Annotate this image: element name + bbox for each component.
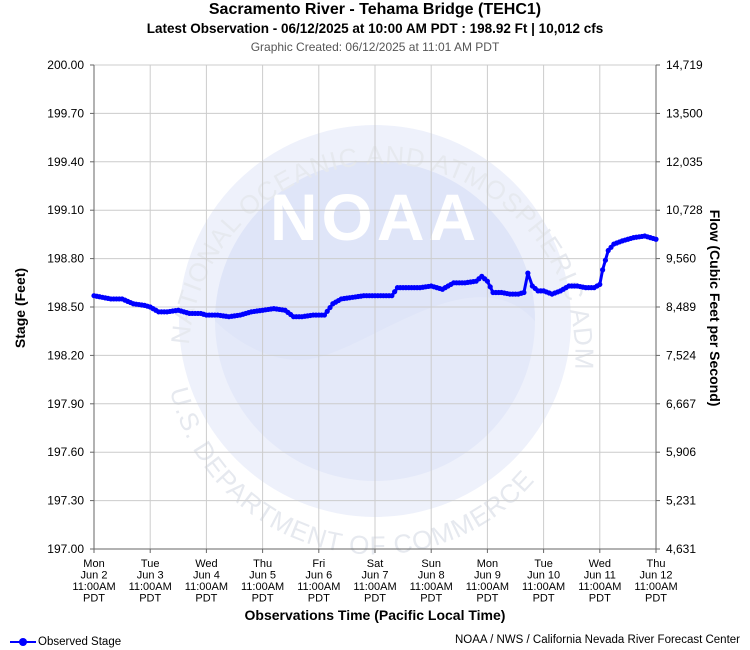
data-point	[389, 293, 395, 299]
data-point	[487, 284, 493, 290]
x-tick-label: Thu Jun 12 11:00AM PDT	[634, 558, 677, 605]
y-axis-label: Stage (Feet)	[12, 268, 28, 348]
x-tick-label: Tue Jun 3 11:00AM PDT	[129, 558, 172, 605]
x-axis-ticks: Mon Jun 2 11:00AM PDT Tue Jun 3 11:00AM PDT Wed J…	[72, 558, 677, 605]
x-tick-label: Wed Jun 4 11:00AM PDT	[185, 558, 228, 605]
y2-tick-label: 4,631	[666, 542, 696, 556]
y2-tick-label: 10,728	[666, 203, 703, 217]
legend-line-icon	[10, 638, 36, 646]
chart-grid	[93, 64, 657, 550]
latest-observation: Latest Observation - 06/12/2025 at 10:00…	[146, 21, 604, 36]
x-tick-label: Thu Jun 5 11:00AM PDT	[241, 558, 284, 605]
noaa-watermark-icon: NOAA NATIONAL OCEANIC AND ATMOSPHERIC AD…	[0, 0, 598, 561]
y-tick-label: 197.30	[47, 494, 84, 508]
data-point	[600, 267, 606, 273]
legend-label: Observed Stage	[38, 636, 122, 648]
data-point	[602, 257, 609, 263]
x-axis-label: Observations Time (Pacific Local Time)	[245, 607, 506, 623]
x-tick-label: Mon Jun 2 11:00AM PDT	[72, 558, 115, 605]
chart-legend: Observed Stage	[10, 636, 121, 648]
y2-tick-label: 12,035	[666, 155, 703, 169]
chart-title: Sacramento River - Tehama Bridge (TEHC1)	[208, 1, 542, 18]
data-point	[484, 278, 490, 284]
data-point	[324, 308, 330, 314]
y-tick-label: 197.00	[47, 542, 84, 556]
y2-tick-label: 8,489	[666, 300, 696, 314]
y-tick-label: 198.80	[47, 252, 84, 266]
y2-tick-label: 9,560	[666, 252, 696, 266]
y-tick-label: 199.70	[47, 106, 84, 120]
y-tick-label: 198.50	[47, 300, 84, 314]
observed-stage-series	[91, 233, 659, 320]
y-tick-label: 199.40	[47, 155, 84, 169]
forecast-center-credit: NOAA / NWS / California Nevada River For…	[454, 634, 740, 646]
x-tick-label: Fri Jun 6 11:00AM PDT	[297, 558, 340, 605]
data-point	[653, 236, 659, 242]
data-point	[597, 281, 603, 288]
y-tick-label: 199.10	[47, 203, 84, 217]
data-point	[521, 289, 527, 296]
chart-axes	[90, 64, 660, 553]
x-tick-label: Sun Jun 8 11:00AM PDT	[410, 558, 453, 605]
y2-tick-label: 6,667	[666, 397, 696, 411]
data-point	[392, 289, 398, 295]
y-tick-label: 197.60	[47, 445, 84, 459]
y-tick-label: 197.90	[47, 397, 84, 411]
x-tick-label: Tue Jun 10 11:00AM PDT	[522, 558, 565, 605]
data-point	[525, 270, 531, 276]
y-tick-label: 198.20	[47, 348, 84, 362]
graphic-created: Graphic Created: 06/12/2025 at 11:01 AM …	[250, 40, 500, 54]
y-tick-label: 200.00	[47, 58, 84, 72]
y2-tick-label: 5,231	[666, 494, 696, 508]
y2-axis-ticks: 14,719 13,500 12,035 10,728 9,560 8,489 7,524 6…	[666, 58, 703, 556]
data-point	[321, 312, 328, 318]
y2-tick-label: 7,524	[666, 348, 696, 362]
y-axis-ticks: 200.00 199.70 199.40 199.10 198.80 198.50 198.…	[47, 58, 84, 556]
x-tick-label: Wed Jun 11 11:00AM PDT	[578, 558, 621, 605]
y2-tick-label: 13,500	[666, 106, 703, 120]
y2-axis-label: Flow (Cubic Feet per Second)	[707, 210, 723, 407]
y2-tick-label: 14,719	[666, 58, 703, 72]
x-tick-label: Sat Jun 7 11:00AM PDT	[353, 558, 396, 605]
x-tick-label: Mon Jun 9 11:00AM PDT	[466, 558, 509, 605]
watermark-logo-text: NOAA	[270, 180, 480, 254]
y2-tick-label: 5,906	[666, 445, 696, 459]
data-point	[327, 304, 333, 311]
